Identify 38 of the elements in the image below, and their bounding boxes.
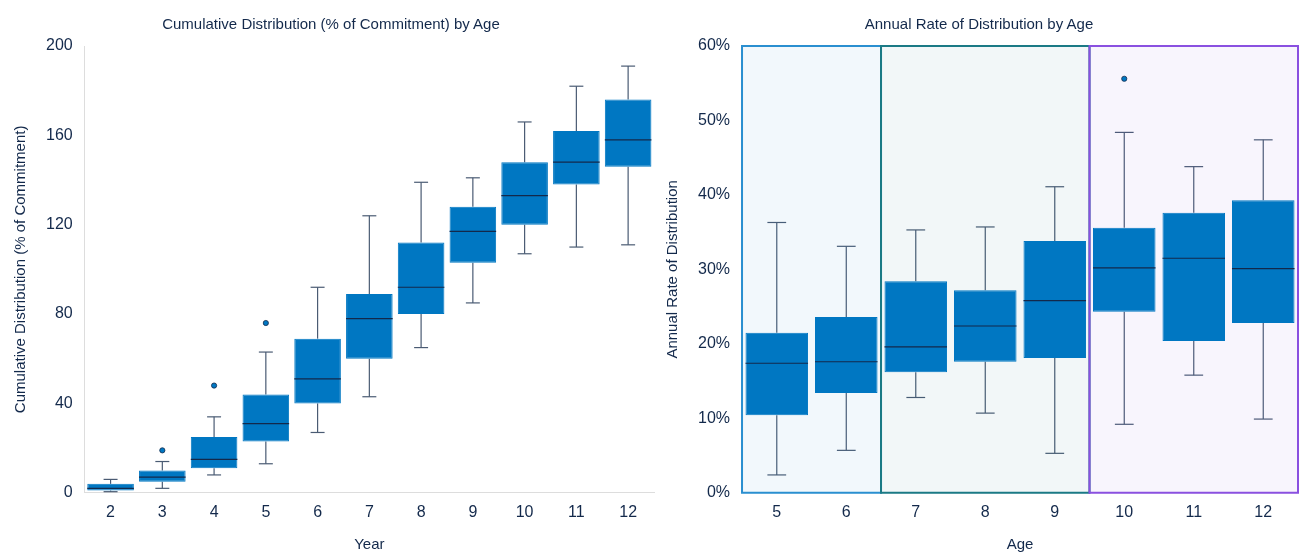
x-axis-title: Age xyxy=(1006,535,1034,553)
x-tick-label: 4 xyxy=(209,502,219,520)
x-tick-label: 7 xyxy=(364,502,374,520)
y-tick-label: 50% xyxy=(697,110,731,128)
x-tick-label: 10 xyxy=(515,502,534,520)
y-tick-label: 40 xyxy=(54,393,73,411)
x-tick-label: 3 xyxy=(157,502,167,520)
y-tick-label: 60% xyxy=(697,36,731,54)
x-tick-label: 8 xyxy=(416,502,426,520)
chart-title: Cumulative Distribution (% of Commitment) by Age xyxy=(162,15,500,33)
x-tick-label: 5 xyxy=(772,502,782,520)
y-tick-label: 20% xyxy=(697,334,731,352)
y-axis-title: Cumulative Distribution (% of Commitment) xyxy=(11,125,29,414)
y-tick-label: 10% xyxy=(697,408,731,426)
y-tick-label: 120 xyxy=(45,215,73,233)
chart-title: Annual Rate of Distribution by Age xyxy=(864,15,1094,33)
x-tick-label: 11 xyxy=(1185,502,1203,520)
x-tick-label: 6 xyxy=(313,502,323,520)
x-tick-label: 12 xyxy=(619,502,638,520)
y-tick-label: 0% xyxy=(706,483,731,501)
x-tick-label: 5 xyxy=(261,502,271,520)
y-tick-label: 160 xyxy=(45,125,73,143)
x-tick-label: 8 xyxy=(980,502,990,520)
y-tick-label: 0 xyxy=(63,483,73,501)
y-tick-label: 40% xyxy=(697,185,731,203)
x-tick-label: 10 xyxy=(1115,502,1134,520)
x-tick-label: 9 xyxy=(1050,502,1060,520)
x-tick-label: 9 xyxy=(468,502,478,520)
y-tick-label: 200 xyxy=(45,36,73,54)
y-tick-label: 30% xyxy=(697,259,731,277)
x-tick-label: 12 xyxy=(1254,502,1273,520)
x-tick-label: 2 xyxy=(106,502,116,520)
x-tick-label: 7 xyxy=(911,502,921,520)
y-tick-label: 80 xyxy=(54,304,73,322)
x-axis-title: Year xyxy=(354,535,385,553)
x-tick-label: 6 xyxy=(841,502,851,520)
y-axis-title: Annual Rate of Distribution xyxy=(663,180,681,359)
x-tick-label: 11 xyxy=(568,502,585,520)
